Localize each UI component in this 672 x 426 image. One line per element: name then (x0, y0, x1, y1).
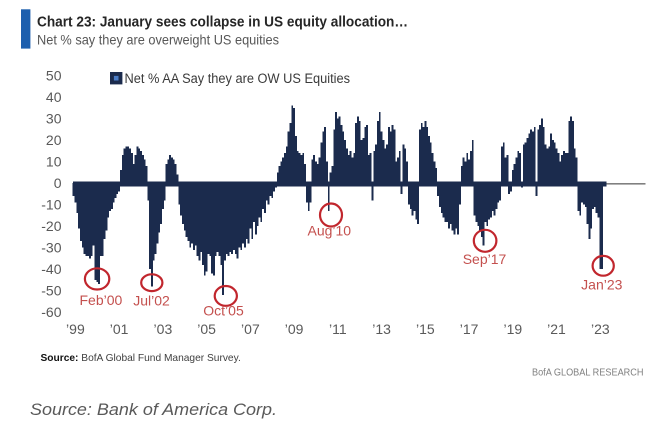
svg-text:’21: ’21 (547, 321, 566, 337)
svg-text:0: 0 (54, 175, 62, 191)
svg-text:Aug’10: Aug’10 (308, 223, 352, 239)
svg-text:Oct’05: Oct’05 (203, 303, 244, 319)
svg-text:’11: ’11 (329, 321, 347, 337)
svg-text:’05: ’05 (197, 321, 216, 337)
svg-text:30: 30 (46, 111, 62, 127)
svg-text:-30: -30 (41, 240, 61, 256)
svg-text:’09: ’09 (285, 321, 304, 337)
svg-text:’19: ’19 (503, 321, 522, 337)
svg-text:-10: -10 (41, 197, 61, 213)
svg-text:Source: Bank of America Corp.: Source: Bank of America Corp. (30, 401, 277, 419)
svg-text:Chart 23: January sees collaps: Chart 23: January sees collapse in US eq… (37, 14, 408, 31)
svg-text:Jan’23: Jan’23 (581, 277, 622, 293)
svg-text:Jul’02: Jul’02 (133, 293, 170, 309)
svg-text:40: 40 (46, 89, 62, 105)
svg-text:’01: ’01 (110, 321, 129, 337)
svg-text:’13: ’13 (372, 321, 391, 337)
svg-text:-20: -20 (41, 218, 61, 234)
svg-text:’15: ’15 (416, 321, 435, 337)
svg-text:’23: ’23 (591, 321, 610, 337)
svg-text:Sep’17: Sep’17 (463, 251, 507, 267)
svg-text:Net % AA Say they are OW US Eq: Net % AA Say they are OW US Equities (125, 71, 351, 86)
svg-text:-40: -40 (41, 261, 61, 277)
svg-text:-60: -60 (41, 304, 61, 320)
svg-text:’03: ’03 (154, 321, 173, 337)
svg-text:50: 50 (46, 68, 62, 84)
svg-text:10: 10 (46, 154, 62, 170)
svg-text:Source: BofA Global Fund Mana: Source: BofA Global Fund Manager Survey. (41, 353, 241, 364)
svg-text:Net % say they are overweight: Net % say they are overweight US equitie… (37, 33, 279, 48)
svg-text:-50: -50 (41, 283, 61, 299)
svg-text:’07: ’07 (241, 321, 260, 337)
svg-text:Feb’00: Feb’00 (79, 292, 122, 308)
svg-text:’99: ’99 (66, 321, 85, 337)
svg-text:’17: ’17 (460, 321, 479, 337)
svg-text:BofA GLOBAL RESEARCH: BofA GLOBAL RESEARCH (532, 368, 644, 379)
svg-text:20: 20 (46, 132, 62, 148)
